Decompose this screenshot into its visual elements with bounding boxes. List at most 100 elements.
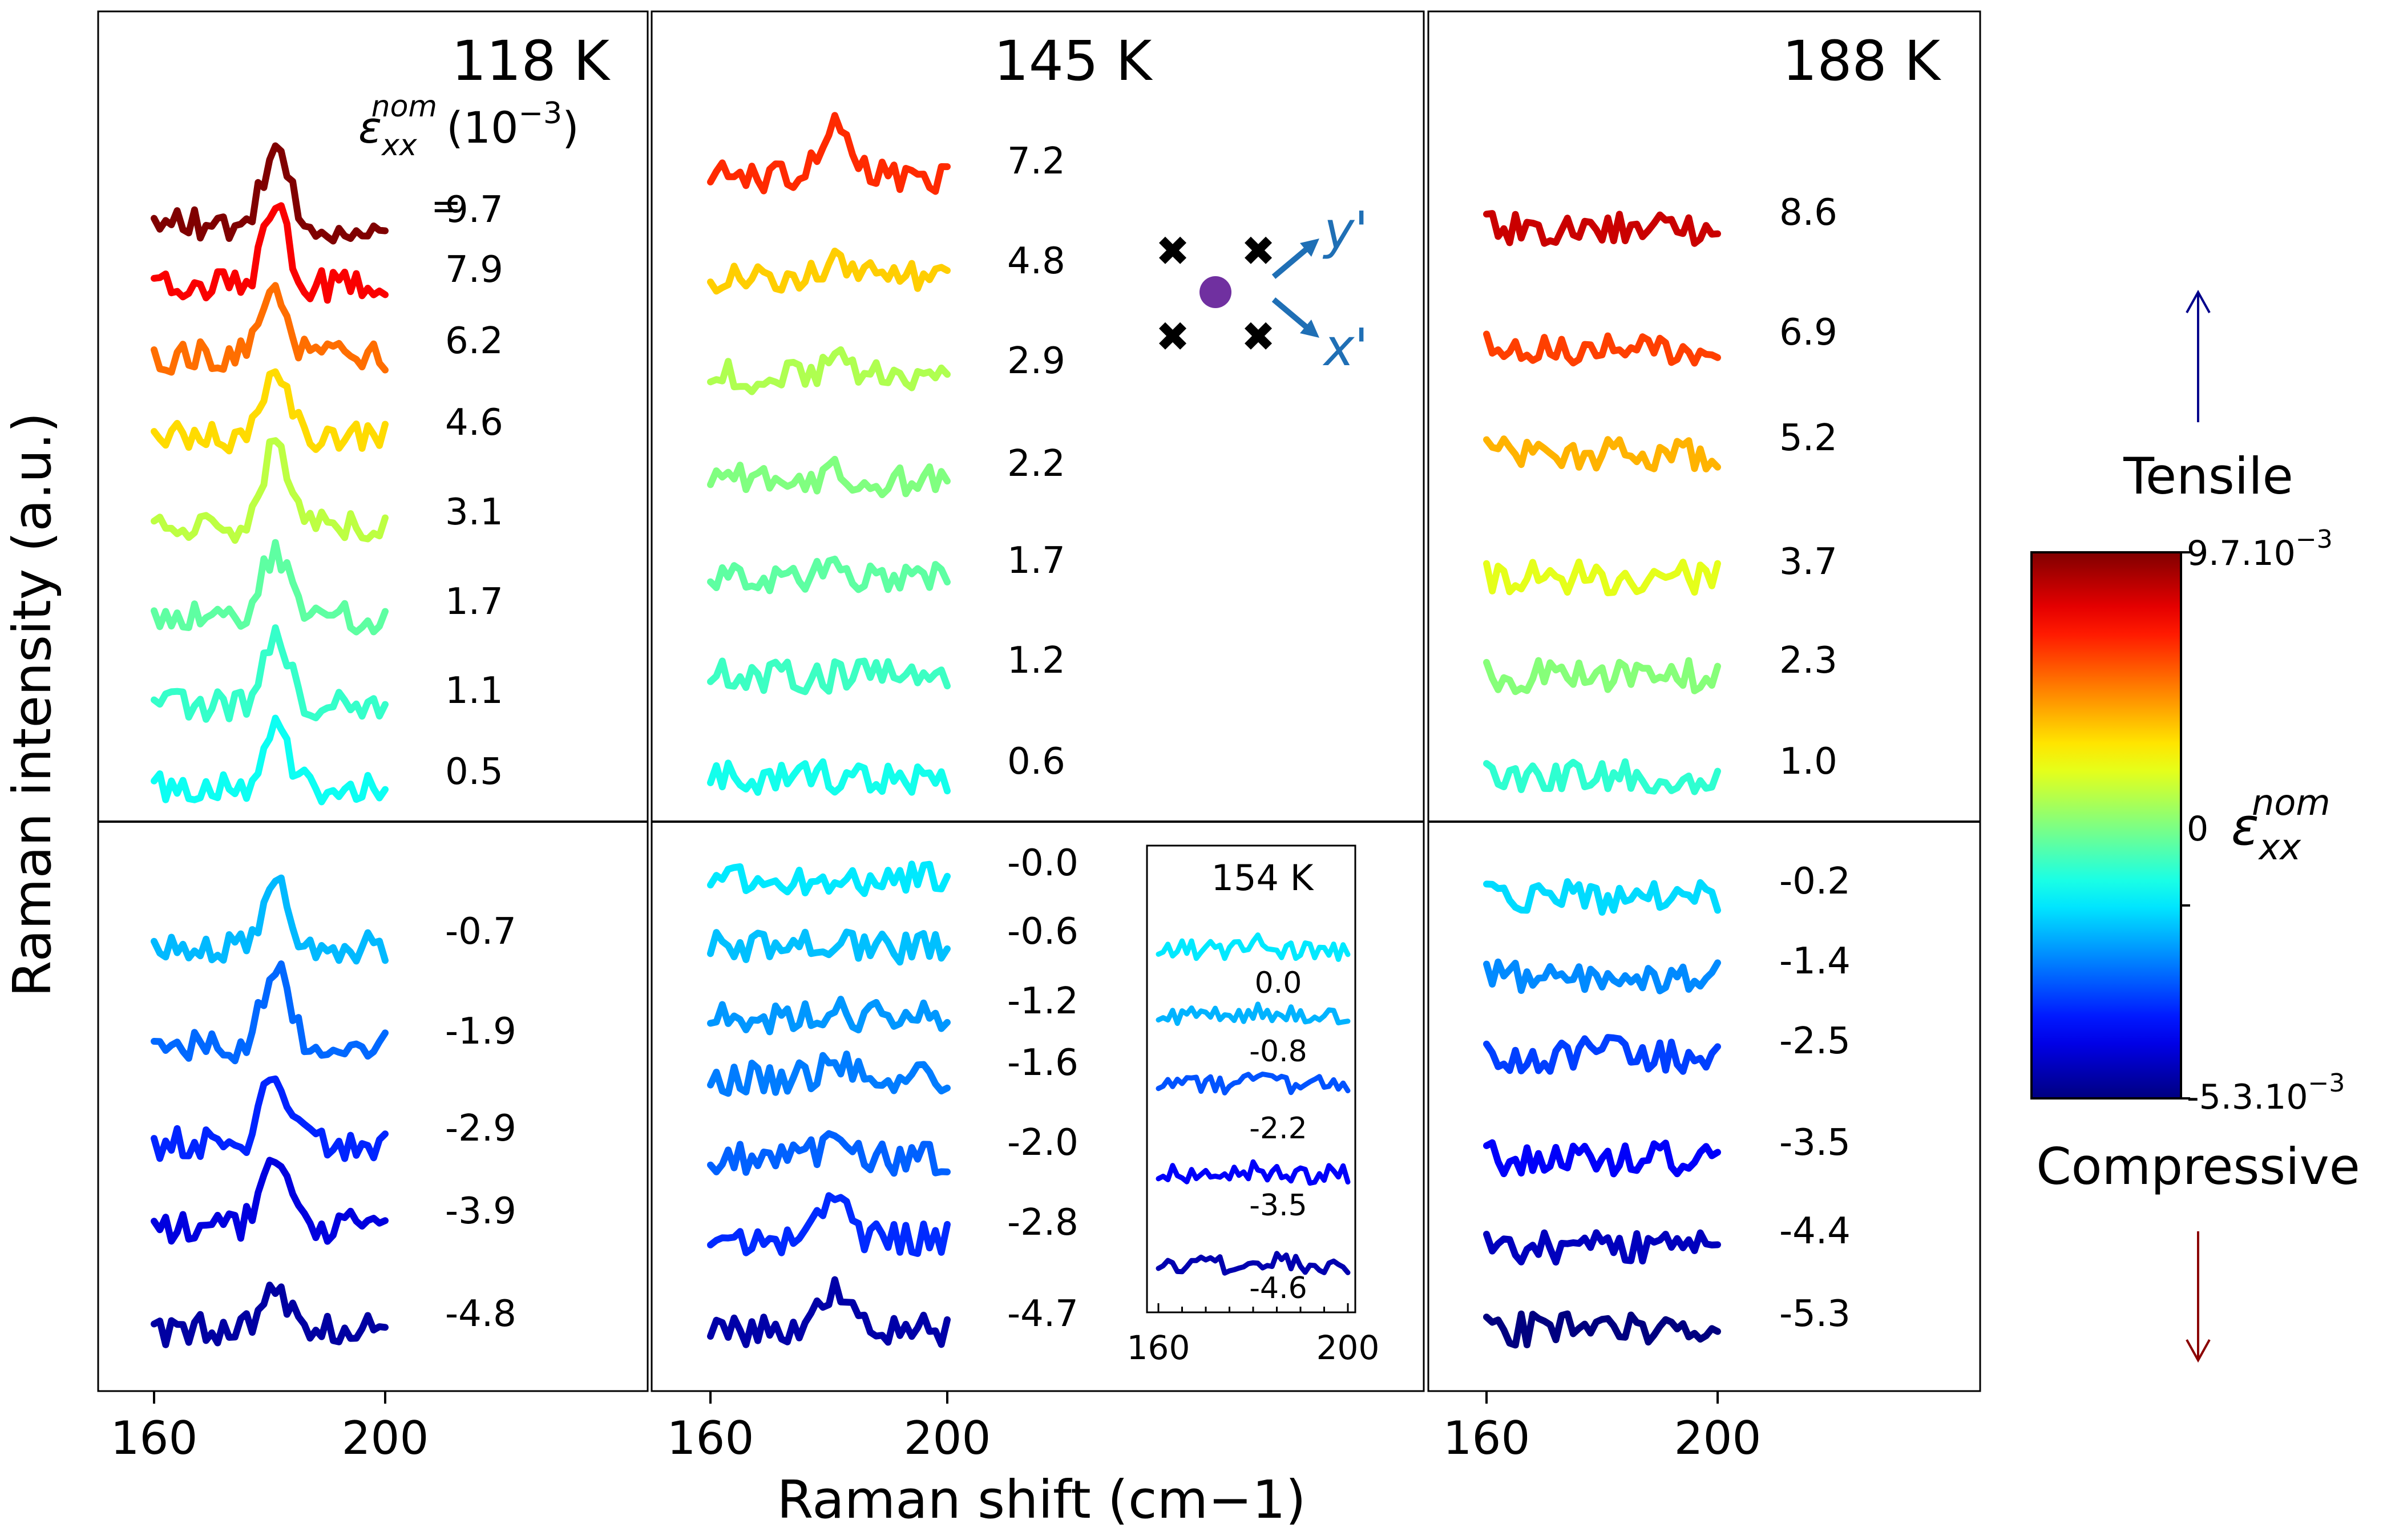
strain-label: 0.5 <box>445 751 503 793</box>
strain-label: -1.9 <box>445 1011 516 1053</box>
strain-label: -0.6 <box>1007 911 1079 953</box>
spectrum-trace <box>1483 1229 1721 1266</box>
inset-x-tick-label: 160 <box>1127 1328 1190 1367</box>
strain-label: 0.6 <box>1007 741 1065 783</box>
y-axis-label: Raman intensity (a.u.) <box>2 413 63 997</box>
strain-label: -1.2 <box>1007 980 1079 1022</box>
cross-icon: ✖ <box>1156 313 1190 361</box>
spectrum-trace <box>1156 1251 1351 1276</box>
spectrum-trace <box>1156 1001 1351 1026</box>
strain-label: -1.6 <box>1007 1042 1079 1084</box>
spectrum-trace <box>707 928 951 966</box>
arrow-head-icon <box>1300 320 1319 338</box>
atom-icon <box>1199 276 1231 308</box>
spectrum-trace <box>707 758 951 796</box>
spectrum-trace <box>151 1075 389 1162</box>
colorbar-zero-label: 0 <box>2187 809 2208 849</box>
strain-label: 4.6 <box>445 402 503 444</box>
strain-label: -5.3 <box>1779 1293 1851 1335</box>
inset-strain-label: -0.8 <box>1249 1034 1307 1069</box>
strain-label: 6.9 <box>1779 312 1837 354</box>
inset-temp-label: 154 K <box>1211 857 1314 899</box>
strain-label: -1.4 <box>1779 940 1851 983</box>
spectrum-trace <box>707 1192 951 1257</box>
spectrum-trace <box>1483 657 1721 696</box>
inset-strain-label: -4.6 <box>1249 1271 1307 1305</box>
spectrum-trace <box>151 714 389 806</box>
spectrum-trace <box>1156 932 1351 962</box>
cross-icon: ✖ <box>1156 227 1190 275</box>
compressive-label: Compressive <box>2036 1137 2360 1196</box>
x-tick-label: 200 <box>342 1412 429 1465</box>
strain-label: 2.3 <box>1779 640 1837 682</box>
strain-label: -3.9 <box>445 1190 516 1232</box>
strain-label: 6.2 <box>445 320 503 362</box>
temp-label-188: 188 K <box>1782 29 1941 93</box>
spectrum-trace <box>151 624 389 723</box>
x-tick-label: 160 <box>111 1412 198 1465</box>
spectrum-trace <box>151 368 389 455</box>
strain-label: -4.7 <box>1007 1293 1079 1335</box>
arrow-head-icon <box>1300 239 1319 257</box>
spectrum-trace <box>707 1130 951 1177</box>
spectrum-trace <box>1483 435 1721 472</box>
spectrum-trace <box>707 1276 951 1348</box>
tensile-label: Tensile <box>2123 447 2293 506</box>
temp-label-118: 118 K <box>451 29 611 93</box>
labels-layer: Raman intensity (a.u.) Raman shift (cm−1… <box>2 29 2360 1530</box>
arrow-x-prime <box>1271 297 1312 332</box>
strain-label: 1.2 <box>1007 640 1065 682</box>
strain-label: 4.8 <box>1007 240 1065 282</box>
inset-x-tick-label: 200 <box>1316 1328 1380 1367</box>
spectrum-trace <box>1483 958 1721 995</box>
spectrum-trace <box>151 282 389 376</box>
axes-layer <box>97 10 2190 1404</box>
tensile-arrow-head-icon <box>2186 289 2211 313</box>
x-axis-label: Raman shift (cm−1) <box>777 1469 1306 1530</box>
spectrum-trace <box>1156 1159 1351 1186</box>
strain-label: -0.0 <box>1007 842 1079 884</box>
spectrum-trace <box>1483 758 1721 795</box>
temp-label-145: 145 K <box>994 29 1153 93</box>
colorbar-quantity-label: εxxnom <box>2231 782 2331 868</box>
strain-label: -0.2 <box>1779 860 1851 903</box>
inset-strain-label: 0.0 <box>1255 966 1302 1000</box>
strain-label: -4.4 <box>1779 1210 1851 1252</box>
strain-label: -2.9 <box>445 1107 516 1150</box>
spectrum-trace <box>151 142 389 245</box>
spectrum-trace <box>1483 1139 1721 1178</box>
strain-label: -2.8 <box>1007 1202 1079 1244</box>
strain-label: 9.7 <box>445 189 503 231</box>
panel-frame <box>97 10 649 1392</box>
strain-label: -3.5 <box>1779 1122 1851 1164</box>
cross-icon: ✖ <box>1241 313 1275 361</box>
strain-label: 2.2 <box>1007 443 1065 485</box>
strain-label: 3.7 <box>1779 541 1837 583</box>
colorbar-labels: 9.7.10−3 0 -5.3.10−3 εxxnom Tensile Comp… <box>2036 289 2360 1363</box>
spectrum-trace <box>1483 1034 1721 1075</box>
strain-label: -2.0 <box>1007 1122 1079 1164</box>
strain-label: 3.1 <box>445 491 503 533</box>
cross-icon: ✖ <box>1241 227 1275 275</box>
strain-label: -0.7 <box>445 911 516 953</box>
spectrum-trace <box>707 112 951 195</box>
arrow-y-prime <box>1271 244 1312 279</box>
spectrum-trace <box>707 248 951 295</box>
spectrum-trace <box>151 874 389 965</box>
inset-strain-label: -3.5 <box>1249 1189 1307 1223</box>
x-tick-label: 160 <box>667 1412 754 1465</box>
spectrum-trace <box>707 996 951 1036</box>
colorbar <box>2030 551 2182 1100</box>
strain-label: 1.7 <box>1007 540 1065 582</box>
spectrum-trace <box>151 437 389 544</box>
traces-layer <box>151 112 1721 1349</box>
strain-label: 1.1 <box>445 670 503 712</box>
strain-label: 7.9 <box>445 249 503 291</box>
spectrum-trace <box>707 860 951 898</box>
strain-label: 7.2 <box>1007 140 1065 183</box>
strain-label: -2.5 <box>1779 1020 1851 1062</box>
spectrum-trace <box>1483 330 1721 367</box>
spectrum-trace <box>707 1050 951 1097</box>
spectrum-trace <box>151 1157 389 1245</box>
